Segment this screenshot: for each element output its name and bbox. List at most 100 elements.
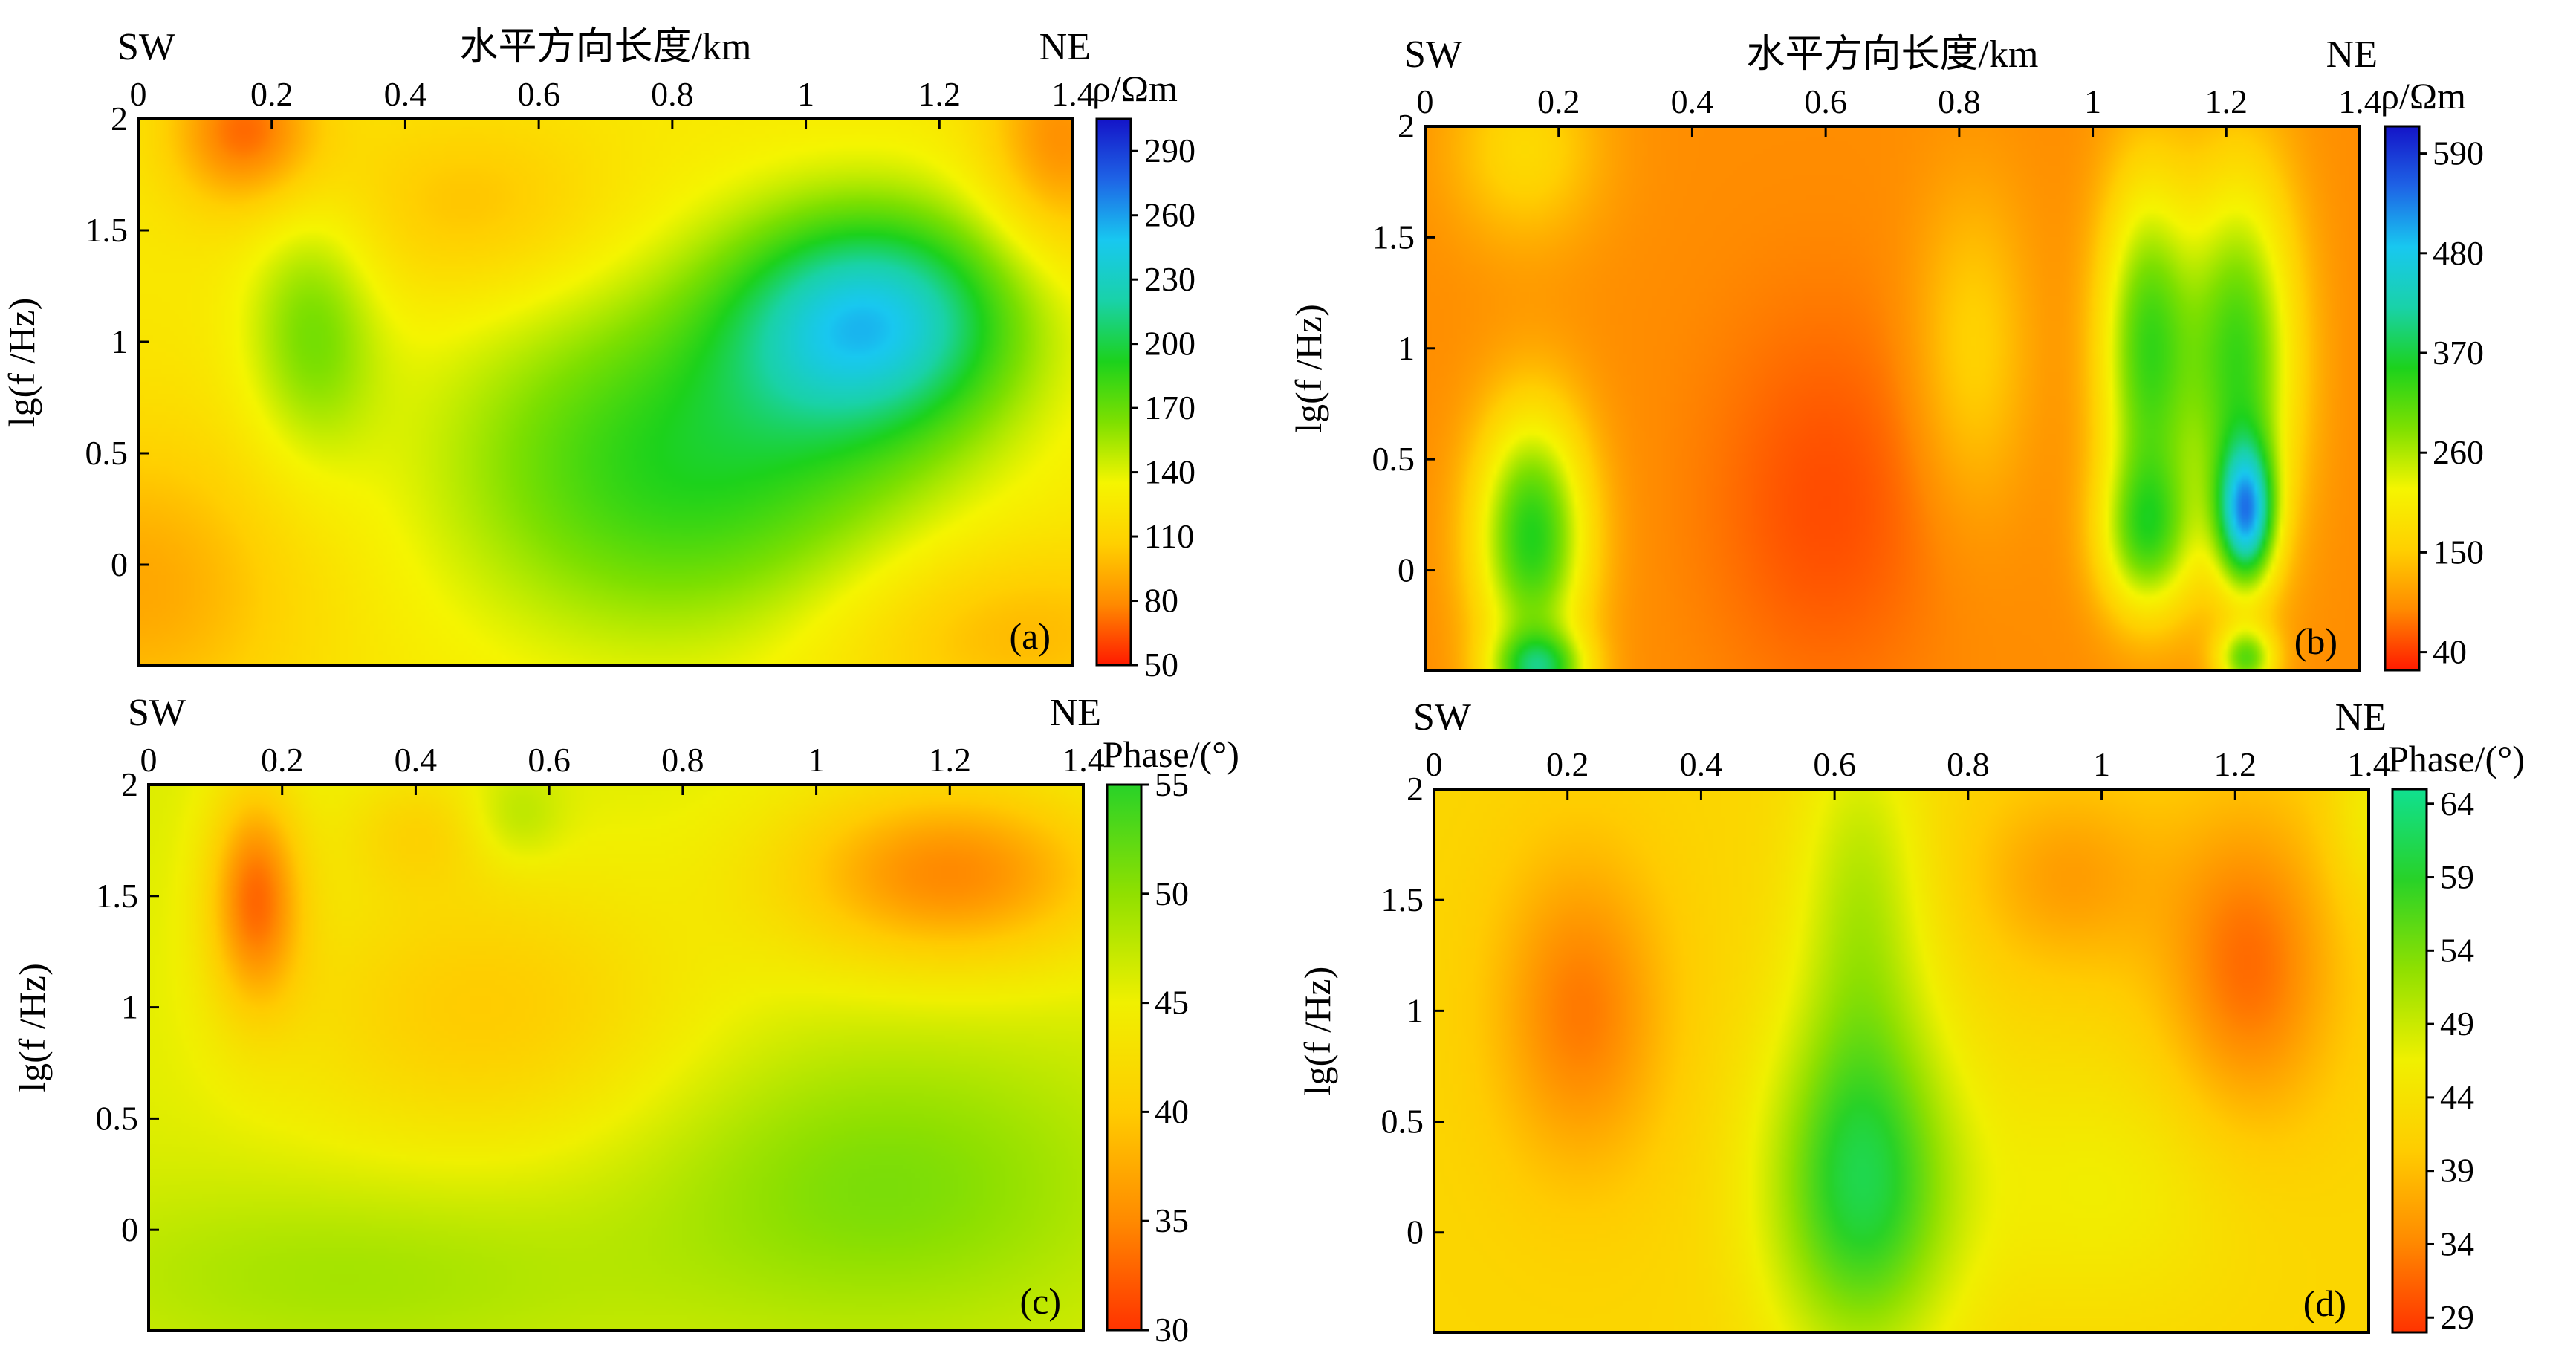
- colorbar-tick-label: 54: [2440, 931, 2474, 969]
- x-tick-label: 1.4: [1062, 741, 1105, 779]
- y-axis-label: lg(f /Hz): [1288, 304, 1329, 433]
- colorbar-tick-label: 80: [1144, 582, 1178, 620]
- x-tick-label: 0.6: [528, 741, 571, 779]
- colorbar-tick-label: 40: [2433, 633, 2467, 671]
- y-tick-label: 1.5: [85, 211, 129, 249]
- colorbar-tick-label: 40: [1155, 1092, 1189, 1130]
- x-tick-label: 0.4: [1680, 745, 1723, 783]
- x-tick-label: 0.6: [517, 75, 560, 113]
- y-tick-label: 2: [121, 765, 138, 803]
- colorbar-tick-label: 55: [1155, 765, 1189, 803]
- panel-a: 0 0.2 0.4 0.6 0.8 1 1.2 1.4 2 1.5 1 0.5 0 SW NE 水平方向长度/…: [1, 26, 1195, 684]
- y-tick-label: 1: [1398, 329, 1415, 367]
- colorbar-tick-label: 230: [1144, 260, 1195, 298]
- y-axis-label: lg(f /Hz): [11, 963, 53, 1092]
- x-tick-label: 0.8: [1938, 82, 1981, 120]
- colorbar-tick-label: 45: [1155, 984, 1189, 1022]
- colorbar-d: [2391, 788, 2428, 1334]
- y-tick-label: 0: [1398, 551, 1415, 589]
- panel-label: (d): [2303, 1282, 2346, 1324]
- ne-label: NE: [1039, 26, 1091, 68]
- colorbar-tick-label: 480: [2433, 234, 2484, 272]
- colorbar-tick-label: 30: [1155, 1311, 1189, 1349]
- y-axis-label: lg(f /Hz): [1, 298, 42, 427]
- y-tick-label: 0: [111, 545, 128, 583]
- y-tick-label: 0.5: [85, 434, 129, 472]
- colorbar-tick-label: 39: [2440, 1152, 2474, 1190]
- colorbar-tick-label: 50: [1144, 646, 1178, 684]
- panel-c: 0 0.2 0.4 0.6 0.8 1 1.2 1.4 2 1.5 1 0.5 0 SW NE lg(f /H…: [11, 692, 1239, 1349]
- x-tick-label: 0.8: [651, 75, 694, 113]
- x-tick-label: 0.8: [661, 741, 704, 779]
- panel-d: 0 0.2 0.4 0.6 0.8 1 1.2 1.4 2 1.5 1 0.5 0 SW NE lg(f /H…: [1297, 696, 2525, 1336]
- y-tick-label: 0.5: [1381, 1103, 1424, 1141]
- colorbar-tick-label: 370: [2433, 334, 2484, 372]
- colorbar-tick-label: 59: [2440, 858, 2474, 896]
- plot-frame-b: [1424, 125, 2361, 672]
- heatmap-b: [1425, 126, 2360, 670]
- x-tick-label: 1: [797, 75, 814, 113]
- colorbar-tick-label: 260: [2433, 433, 2484, 471]
- colorbar-tick-label: 200: [1144, 325, 1195, 363]
- x-tick-label: 0.2: [1537, 82, 1580, 120]
- ne-label: NE: [2326, 33, 2378, 76]
- panels-group: 0 0.2 0.4 0.6 0.8 1 1.2 1.4 2 1.5 1 0.5 0 SW NE 水平方向长度/…: [1, 26, 2525, 1349]
- top-axis-title: 水平方向长度/km: [1747, 33, 2039, 76]
- sw-label: SW: [1413, 696, 1471, 739]
- colorbar-tick-label: 35: [1155, 1202, 1189, 1239]
- x-tick-label: 1.2: [918, 75, 961, 113]
- y-tick-label: 0: [121, 1210, 138, 1248]
- y-tick-label: 1: [1407, 991, 1424, 1029]
- x-tick-label: 0.2: [1546, 745, 1589, 783]
- x-tick-label: 1: [808, 741, 825, 779]
- y-axis-label: lg(f /Hz): [1297, 967, 1338, 1096]
- colorbar-title: Phase/(°): [1103, 733, 1239, 775]
- colorbar-tick-label: 110: [1144, 517, 1194, 555]
- colorbar-tick-label: 44: [2440, 1078, 2474, 1116]
- colorbar-tick-label: 64: [2440, 785, 2474, 823]
- sw-label: SW: [128, 692, 186, 734]
- x-tick-label: 0.6: [1804, 82, 1847, 120]
- panel-b: 0 0.2 0.4 0.6 0.8 1 1.2 1.4 2 1.5 1 0.5 0 SW NE 水平方向长度/…: [1288, 33, 2484, 672]
- colorbar-tick-label: 50: [1155, 875, 1189, 912]
- x-tick-label: 0.4: [1671, 82, 1714, 120]
- top-axis-title: 水平方向长度/km: [460, 26, 752, 68]
- x-tick-label: 0.4: [384, 75, 427, 113]
- y-tick-label: 0: [1407, 1213, 1424, 1251]
- heatmap-c: [149, 785, 1083, 1330]
- x-tick-label: 0.4: [395, 741, 438, 779]
- plot-frame-a: [137, 117, 1074, 667]
- y-tick-label: 0.5: [96, 1099, 139, 1137]
- x-tick-label: 0: [1417, 82, 1434, 120]
- sw-label: SW: [1404, 33, 1462, 76]
- colorbar-title: ρ/Ωm: [1092, 68, 1178, 109]
- heatmap-d: [1434, 789, 2369, 1332]
- colorbar-tick-label: 49: [2440, 1005, 2474, 1042]
- y-tick-label: 1.5: [96, 877, 139, 915]
- colorbar-tick-label: 34: [2440, 1225, 2474, 1262]
- panel-label: (b): [2294, 620, 2337, 662]
- colorbar-c: [1106, 783, 1143, 1332]
- x-tick-label: 1: [2084, 82, 2101, 120]
- y-tick-label: 1.5: [1381, 881, 1424, 918]
- x-tick-label: 1.2: [929, 741, 972, 779]
- x-tick-label: 1.2: [2214, 745, 2257, 783]
- colorbar-tick-label: 290: [1144, 132, 1195, 169]
- y-tick-label: 2: [1398, 107, 1415, 145]
- x-tick-label: 0.8: [1947, 745, 1990, 783]
- panel-label: (a): [1010, 615, 1051, 657]
- x-tick-label: 1: [2093, 745, 2110, 783]
- ne-label: NE: [2335, 696, 2387, 739]
- plot-frame-c: [147, 783, 1085, 1332]
- plot-frame-d: [1433, 788, 2370, 1334]
- y-tick-label: 0.5: [1372, 440, 1415, 478]
- y-tick-label: 1.5: [1372, 218, 1415, 256]
- colorbar-tick-label: 170: [1144, 389, 1195, 427]
- ne-label: NE: [1050, 692, 1101, 734]
- colorbar-tick-label: 150: [2433, 533, 2484, 571]
- panel-label: (c): [1020, 1280, 1062, 1322]
- colorbar-tick-label: 260: [1144, 196, 1195, 234]
- x-tick-label: 0: [140, 741, 158, 779]
- x-tick-label: 0.2: [261, 741, 304, 779]
